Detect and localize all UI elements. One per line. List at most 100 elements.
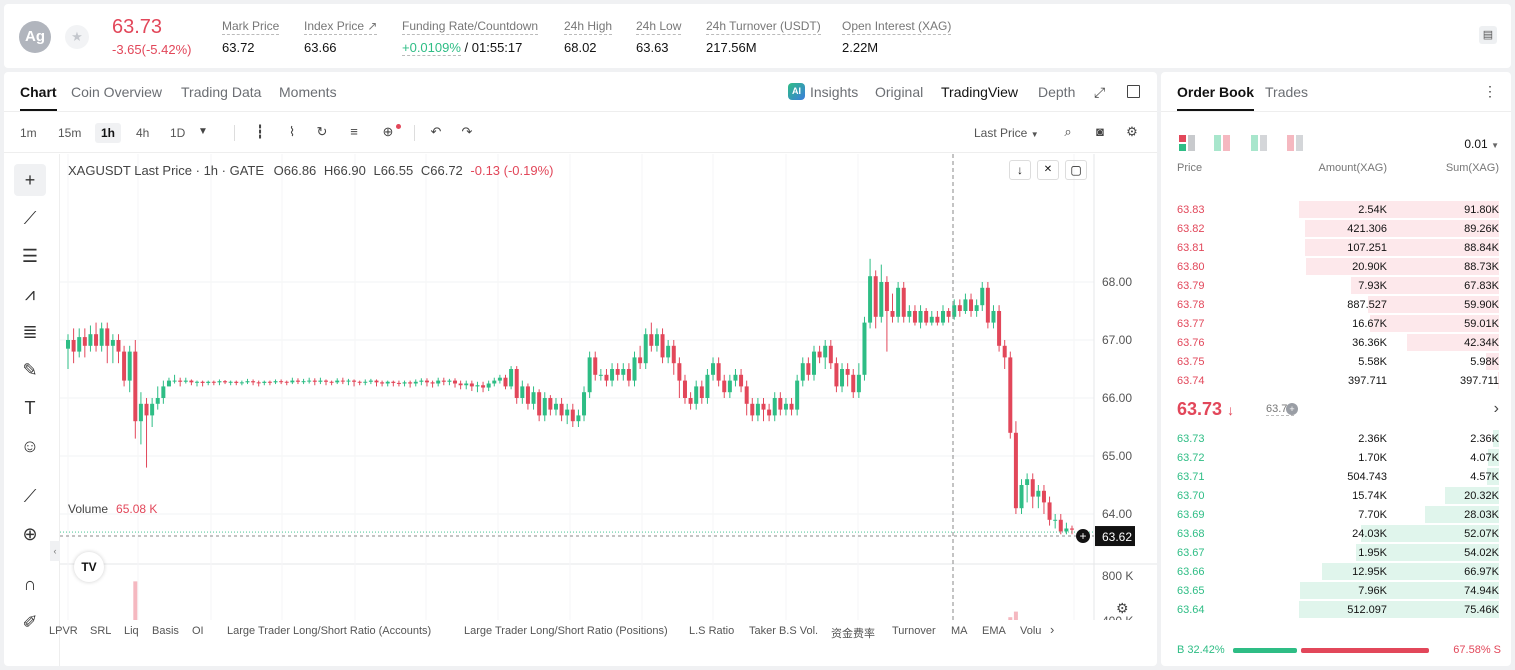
candlestick-type-icon[interactable]: ┇	[256, 124, 264, 139]
info-shield-icon[interactable]: +	[1286, 403, 1298, 415]
pencil-lock-icon[interactable]: ✐	[22, 612, 38, 632]
trend-line-icon[interactable]: ⟋	[23, 208, 37, 228]
ruler-icon[interactable]: ⟋	[23, 486, 37, 506]
horizontal-lines-icon[interactable]: ☰	[21, 246, 39, 266]
ask-row[interactable]: 63.77 16.67K 59.01K	[1161, 314, 1511, 333]
timeframe-1m[interactable]: 1m	[20, 126, 37, 140]
stat-index-price[interactable]: Index Price ↗ 63.66	[304, 19, 378, 55]
bid-row[interactable]: 63.67 1.95K 54.02K	[1161, 543, 1511, 562]
candle-body	[335, 380, 340, 383]
crosshair-icon[interactable]: +	[14, 164, 46, 196]
indicator-taker-bs-vol[interactable]: Taker B.S Vol.	[749, 625, 819, 637]
refresh-icon[interactable]: ↻	[316, 124, 328, 139]
add-indicator-icon[interactable]: ⊕	[382, 124, 394, 139]
bid-row[interactable]: 63.64 512.097 75.46K	[1161, 600, 1511, 619]
bid-row[interactable]: 63.66 12.95K 66.97K	[1161, 562, 1511, 581]
settings-gear-icon[interactable]: ⚙	[1126, 124, 1138, 139]
scroll-right-chevron-icon[interactable]: ›	[1050, 622, 1055, 637]
indicator-lpvr[interactable]: LPVR	[49, 625, 78, 637]
favorite-star-icon[interactable]: ★	[65, 25, 89, 49]
view-split-icon[interactable]	[1214, 135, 1230, 151]
expand-icon[interactable]: ⤢	[1094, 84, 1106, 100]
ask-row[interactable]: 63.78 887.527 59.90K	[1161, 295, 1511, 314]
bid-row[interactable]: 63.72 1.70K 4.07K	[1161, 448, 1511, 467]
bid-row[interactable]: 63.73 2.36K 2.36K	[1161, 429, 1511, 448]
ask-row[interactable]: 63.83 2.54K 91.80K	[1161, 200, 1511, 219]
fib-icon[interactable]: ≣	[22, 322, 38, 342]
undo-icon[interactable]: ↶	[430, 124, 442, 139]
tab-order-book[interactable]: Order Book	[1177, 84, 1255, 111]
tab-trading-data[interactable]: Trading Data	[181, 84, 262, 100]
text-icon[interactable]: T	[24, 398, 36, 418]
view-tradingview[interactable]: TradingView	[941, 84, 1019, 100]
redo-icon[interactable]: ↷	[461, 124, 473, 139]
view-insights[interactable]: Insights	[810, 84, 859, 100]
view-bids-icon[interactable]	[1251, 135, 1267, 151]
timeframe-1h[interactable]: 1h	[95, 123, 122, 143]
bid-row[interactable]: 63.65 7.96K 74.94K	[1161, 581, 1511, 600]
tab-trades[interactable]: Trades	[1265, 84, 1309, 100]
bid-row[interactable]: 63.69 7.70K 28.03K	[1161, 505, 1511, 524]
precision-select[interactable]: 0.01 ▼	[1464, 137, 1499, 151]
layout-icon[interactable]: ≡	[350, 124, 358, 139]
tab-moments[interactable]: Moments	[279, 84, 337, 100]
sell-ratio: 67.58% S	[1453, 644, 1501, 656]
ask-row[interactable]: 63.76 36.36K 42.34K	[1161, 333, 1511, 352]
tradingview-logo-icon[interactable]: TV	[74, 552, 104, 582]
timeframe-1d[interactable]: 1D	[170, 126, 186, 140]
ask-row[interactable]: 63.79 7.93K 67.83K	[1161, 276, 1511, 295]
indicators-icon[interactable]: ⌇	[288, 124, 296, 139]
magnet-icon[interactable]: ∩	[23, 574, 37, 594]
ask-row[interactable]: 63.82 421.306 89.26K	[1161, 219, 1511, 238]
indicator-ema[interactable]: EMA	[982, 625, 1006, 637]
view-original[interactable]: Original	[875, 84, 924, 100]
price-source-select[interactable]: Last Price ▼	[974, 126, 1039, 140]
pattern-icon[interactable]: ⩘	[24, 284, 36, 304]
search-icon[interactable]: ⌕	[1064, 124, 1072, 139]
indicator-oi[interactable]: OI	[192, 625, 204, 637]
pane-settings-icon[interactable]: ▢	[1065, 160, 1087, 180]
more-options-icon[interactable]: ⋮	[1483, 83, 1497, 99]
ask-row[interactable]: 63.74 397.711 397.711	[1161, 371, 1511, 390]
indicator-funding-rate[interactable]: 资金费率	[831, 628, 875, 640]
dropdown-chevron-icon[interactable]: ▼	[198, 126, 208, 137]
indicator-liq[interactable]: Liq	[124, 625, 139, 637]
zoom-in-icon[interactable]: ⊕	[22, 524, 38, 544]
bid-row[interactable]: 63.70 15.74K 20.32K	[1161, 486, 1511, 505]
indicator-turnover[interactable]: Turnover	[892, 625, 936, 637]
ask-row[interactable]: 63.75 5.58K 5.98K	[1161, 352, 1511, 371]
scroll-down-icon[interactable]: ↓	[1009, 160, 1031, 180]
candle-body	[901, 287, 906, 317]
notebook-icon[interactable]: ▤	[1479, 26, 1497, 44]
indicator-ltlsr-positions[interactable]: Large Trader Long/Short Ratio (Positions…	[464, 625, 668, 637]
indicator-srl[interactable]: SRL	[90, 625, 112, 637]
camera-icon[interactable]: ◙	[1096, 124, 1104, 139]
indicator-basis[interactable]: Basis	[152, 625, 179, 637]
bid-row[interactable]: 63.68 24.03K 52.07K	[1161, 524, 1511, 543]
indicator-ltlsr-accounts[interactable]: Large Trader Long/Short Ratio (Accounts)	[227, 625, 432, 637]
view-both-icon[interactable]	[1179, 135, 1195, 151]
collapse-handle-icon[interactable]: ‹	[50, 541, 60, 561]
time-axis-settings-icon[interactable]: ⚙	[1116, 600, 1129, 616]
indicator-ma[interactable]: MA	[951, 625, 968, 637]
candle-body	[447, 380, 452, 382]
chevron-right-icon[interactable]: ›	[1493, 400, 1499, 417]
indicator-volume[interactable]: Volu	[1020, 625, 1042, 637]
tab-chart[interactable]: Chart	[20, 84, 57, 111]
view-depth[interactable]: Depth	[1038, 84, 1076, 100]
tab-coin-overview[interactable]: Coin Overview	[71, 84, 163, 100]
brush-icon[interactable]: ✎	[22, 360, 38, 380]
indicator-ls-ratio[interactable]: L.S Ratio	[689, 625, 735, 637]
collapse-pane-icon[interactable]: ✕	[1037, 160, 1059, 180]
ask-row[interactable]: 63.80 20.90K 88.73K	[1161, 257, 1511, 276]
view-asks-icon[interactable]	[1287, 135, 1303, 151]
emoji-icon[interactable]: ☺	[20, 436, 40, 456]
candle-body	[722, 380, 727, 393]
fullscreen-icon[interactable]	[1127, 85, 1140, 98]
ask-price: 63.76	[1177, 337, 1205, 349]
timeframe-4h[interactable]: 4h	[136, 126, 150, 140]
ask-row[interactable]: 63.81 107.251 88.84K	[1161, 238, 1511, 257]
bid-row[interactable]: 63.71 504.743 4.57K	[1161, 467, 1511, 486]
timeframe-15m[interactable]: 15m	[58, 126, 82, 140]
